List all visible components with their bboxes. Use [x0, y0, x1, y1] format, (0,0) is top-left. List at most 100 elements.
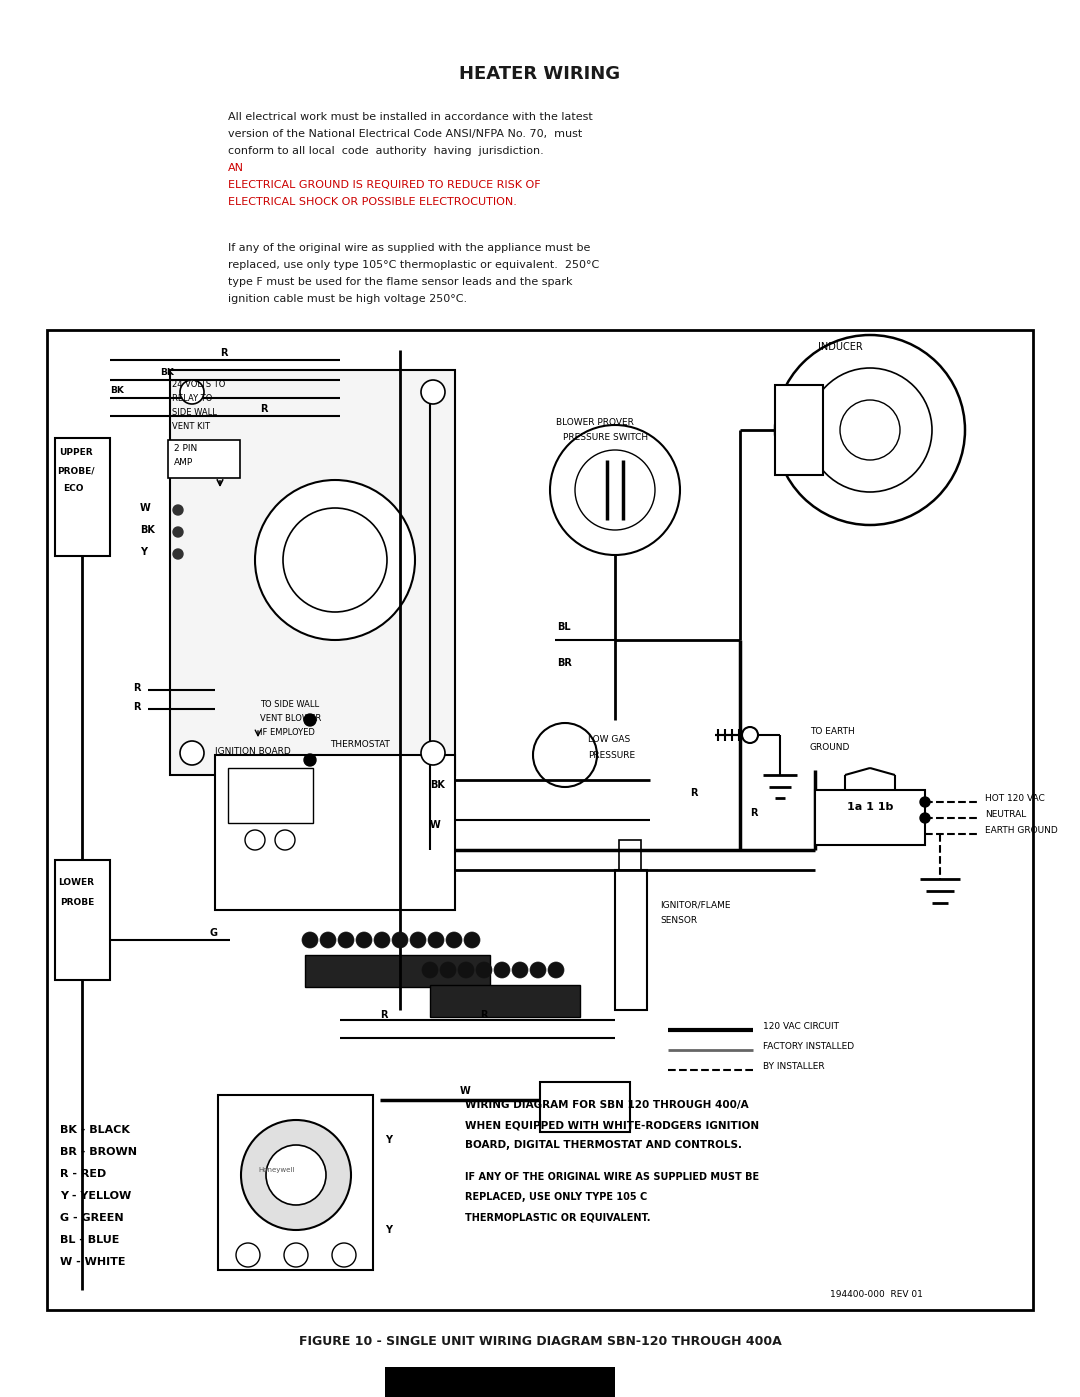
Circle shape — [840, 400, 900, 460]
Text: IGNITION BOARD: IGNITION BOARD — [215, 747, 291, 756]
Text: RELAY TO: RELAY TO — [172, 394, 213, 402]
Text: SENSOR: SENSOR — [660, 916, 697, 925]
Circle shape — [180, 380, 204, 404]
Text: BR - BROWN: BR - BROWN — [60, 1147, 137, 1157]
Text: G: G — [210, 928, 218, 937]
Text: PROBE: PROBE — [60, 898, 94, 907]
Text: R: R — [380, 1010, 388, 1020]
Text: ELECTRICAL SHOCK OR POSSIBLE ELECTROCUTION.: ELECTRICAL SHOCK OR POSSIBLE ELECTROCUTI… — [228, 197, 517, 207]
Circle shape — [808, 367, 932, 492]
Text: BOARD, DIGITAL THERMOSTAT AND CONTROLS.: BOARD, DIGITAL THERMOSTAT AND CONTROLS. — [465, 1140, 742, 1150]
Text: R: R — [133, 683, 140, 693]
Bar — [619, 840, 642, 870]
Text: EARTH GROUND: EARTH GROUND — [985, 826, 1057, 835]
Bar — [615, 870, 647, 1010]
Text: FIGURE 10 - SINGLE UNIT WIRING DIAGRAM SBN-120 THROUGH 400A: FIGURE 10 - SINGLE UNIT WIRING DIAGRAM S… — [299, 1336, 781, 1348]
Text: R: R — [260, 404, 268, 414]
Text: BY INSTALLER: BY INSTALLER — [762, 1062, 825, 1071]
Circle shape — [283, 509, 387, 612]
Text: HEATER WIRING: HEATER WIRING — [459, 66, 621, 82]
Text: BL - BLUE: BL - BLUE — [60, 1235, 120, 1245]
Circle shape — [338, 932, 354, 949]
Circle shape — [548, 963, 564, 978]
Text: PROBE/: PROBE/ — [57, 467, 95, 475]
Text: R - RED: R - RED — [60, 1169, 106, 1179]
Text: REPLACED, USE ONLY TYPE 105 C: REPLACED, USE ONLY TYPE 105 C — [465, 1192, 647, 1201]
Text: AN: AN — [228, 163, 244, 173]
Circle shape — [494, 963, 510, 978]
Bar — [55, 439, 110, 556]
Circle shape — [374, 932, 390, 949]
Text: R: R — [133, 703, 140, 712]
Bar — [55, 861, 110, 981]
Bar — [775, 386, 823, 475]
Text: LOWER: LOWER — [58, 877, 94, 887]
Text: PRESSURE: PRESSURE — [588, 752, 635, 760]
Text: BK - BLACK: BK - BLACK — [60, 1125, 130, 1134]
Text: IF EMPLOYED: IF EMPLOYED — [260, 728, 315, 738]
Bar — [430, 985, 580, 1017]
Circle shape — [530, 963, 546, 978]
Circle shape — [464, 932, 480, 949]
Text: PRESSURE SWITCH: PRESSURE SWITCH — [563, 433, 648, 441]
Text: conform to all local  code  authority  having  jurisdiction.: conform to all local code authority havi… — [228, 147, 554, 156]
Text: FACTORY INSTALLED: FACTORY INSTALLED — [762, 1042, 854, 1051]
Bar — [228, 768, 313, 823]
Text: WHEN EQUIPPED WITH WHITE-RODGERS IGNITION: WHEN EQUIPPED WITH WHITE-RODGERS IGNITIO… — [465, 1120, 759, 1130]
Circle shape — [173, 549, 183, 559]
Circle shape — [512, 963, 528, 978]
Bar — [215, 754, 455, 909]
Text: ECO: ECO — [63, 483, 83, 493]
Bar — [384, 1368, 615, 1397]
Text: HOT 120 VAC: HOT 120 VAC — [985, 793, 1044, 803]
Text: R: R — [750, 807, 757, 819]
Circle shape — [180, 740, 204, 766]
Text: BK: BK — [160, 367, 174, 377]
Text: GROUND: GROUND — [810, 743, 850, 752]
Text: VENT KIT: VENT KIT — [172, 422, 210, 432]
Text: type F must be used for the flame sensor leads and the spark: type F must be used for the flame sensor… — [228, 277, 572, 286]
Circle shape — [476, 963, 492, 978]
Text: TO EARTH: TO EARTH — [810, 726, 854, 736]
Text: R: R — [690, 788, 698, 798]
Circle shape — [410, 932, 426, 949]
Circle shape — [303, 754, 316, 766]
Circle shape — [775, 335, 966, 525]
Bar — [540, 1083, 630, 1132]
Circle shape — [458, 963, 474, 978]
Circle shape — [173, 504, 183, 515]
Circle shape — [241, 1120, 351, 1229]
Circle shape — [421, 380, 445, 404]
Text: If any of the original wire as supplied with the appliance must be: If any of the original wire as supplied … — [228, 243, 591, 253]
Text: Y - YELLOW: Y - YELLOW — [60, 1192, 132, 1201]
Text: BK: BK — [110, 386, 124, 395]
Text: INDUCER: INDUCER — [818, 342, 863, 352]
Circle shape — [303, 714, 316, 726]
Text: 24 VOLTS TO: 24 VOLTS TO — [172, 380, 226, 388]
Bar — [305, 956, 490, 988]
Circle shape — [440, 963, 456, 978]
Circle shape — [284, 1243, 308, 1267]
Text: Honeywell: Honeywell — [258, 1166, 295, 1173]
Circle shape — [421, 740, 445, 766]
Text: BK: BK — [430, 780, 445, 789]
Circle shape — [742, 726, 758, 743]
Circle shape — [302, 932, 318, 949]
Text: Y: Y — [140, 548, 147, 557]
Circle shape — [320, 932, 336, 949]
Text: Y: Y — [384, 1134, 392, 1146]
Text: ignition cable must be high voltage 250°C.: ignition cable must be high voltage 250°… — [228, 293, 468, 305]
Circle shape — [446, 932, 462, 949]
Text: 194400-000  REV 01: 194400-000 REV 01 — [831, 1289, 923, 1299]
Text: Y: Y — [384, 1225, 392, 1235]
Text: BLOWER PROVER: BLOWER PROVER — [556, 418, 634, 427]
Circle shape — [332, 1243, 356, 1267]
Circle shape — [920, 813, 930, 823]
Circle shape — [392, 932, 408, 949]
Text: R: R — [220, 348, 228, 358]
Bar — [170, 370, 455, 775]
Bar — [218, 1095, 373, 1270]
Text: THERMOSTAT: THERMOSTAT — [330, 740, 390, 749]
Text: IF ANY OF THE ORIGINAL WIRE AS SUPPLIED MUST BE: IF ANY OF THE ORIGINAL WIRE AS SUPPLIED … — [465, 1172, 759, 1182]
Text: NEUTRAL: NEUTRAL — [985, 810, 1026, 819]
